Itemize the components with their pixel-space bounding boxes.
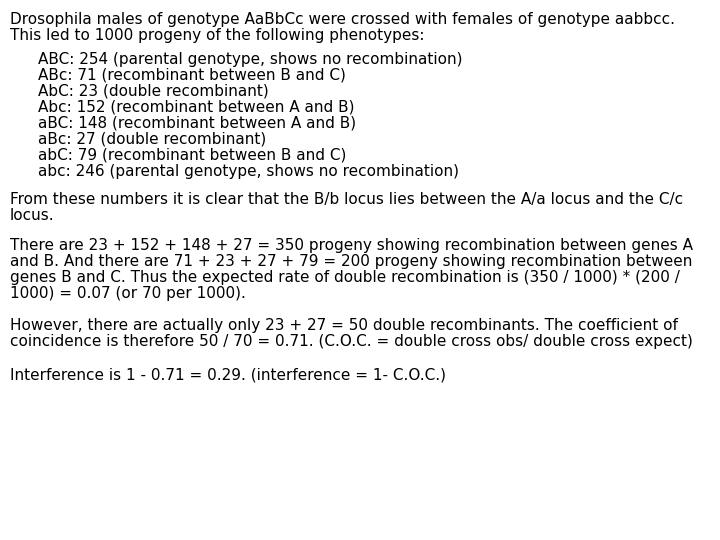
Text: and B. And there are 71 + 23 + 27 + 79 = 200 progeny showing recombination betwe: and B. And there are 71 + 23 + 27 + 79 =…	[10, 254, 693, 269]
Text: However, there are actually only 23 + 27 = 50 double recombinants. The coefficie: However, there are actually only 23 + 27…	[10, 318, 678, 333]
Text: From these numbers it is clear that the B/b locus lies between the A/a locus and: From these numbers it is clear that the …	[10, 192, 683, 207]
Text: coincidence is therefore 50 / 70 = 0.71. (C.O.C. = double cross obs/ double cros: coincidence is therefore 50 / 70 = 0.71.…	[10, 334, 693, 349]
Text: Drosophila males of genotype AaBbCc were crossed with females of genotype aabbcc: Drosophila males of genotype AaBbCc were…	[10, 12, 675, 27]
Text: There are 23 + 152 + 148 + 27 = 350 progeny showing recombination between genes : There are 23 + 152 + 148 + 27 = 350 prog…	[10, 238, 693, 253]
Text: This led to 1000 progeny of the following phenotypes:: This led to 1000 progeny of the followin…	[10, 28, 425, 43]
Text: 1000) = 0.07 (or 70 per 1000).: 1000) = 0.07 (or 70 per 1000).	[10, 286, 246, 301]
Text: aBC: 148 (recombinant between A and B): aBC: 148 (recombinant between A and B)	[38, 116, 356, 131]
Text: abC: 79 (recombinant between B and C): abC: 79 (recombinant between B and C)	[38, 148, 346, 163]
Text: AbC: 23 (double recombinant): AbC: 23 (double recombinant)	[38, 84, 269, 99]
Text: ABc: 71 (recombinant between B and C): ABc: 71 (recombinant between B and C)	[38, 68, 346, 83]
Text: genes B and C. Thus the expected rate of double recombination is (350 / 1000) * : genes B and C. Thus the expected rate of…	[10, 270, 680, 285]
Text: Abc: 152 (recombinant between A and B): Abc: 152 (recombinant between A and B)	[38, 100, 354, 115]
Text: locus.: locus.	[10, 208, 55, 223]
Text: abc: 246 (parental genotype, shows no recombination): abc: 246 (parental genotype, shows no re…	[38, 164, 459, 179]
Text: ABC: 254 (parental genotype, shows no recombination): ABC: 254 (parental genotype, shows no re…	[38, 52, 462, 67]
Text: aBc: 27 (double recombinant): aBc: 27 (double recombinant)	[38, 132, 266, 147]
Text: Interference is 1 - 0.71 = 0.29. (interference = 1- C.O.C.): Interference is 1 - 0.71 = 0.29. (interf…	[10, 368, 446, 383]
